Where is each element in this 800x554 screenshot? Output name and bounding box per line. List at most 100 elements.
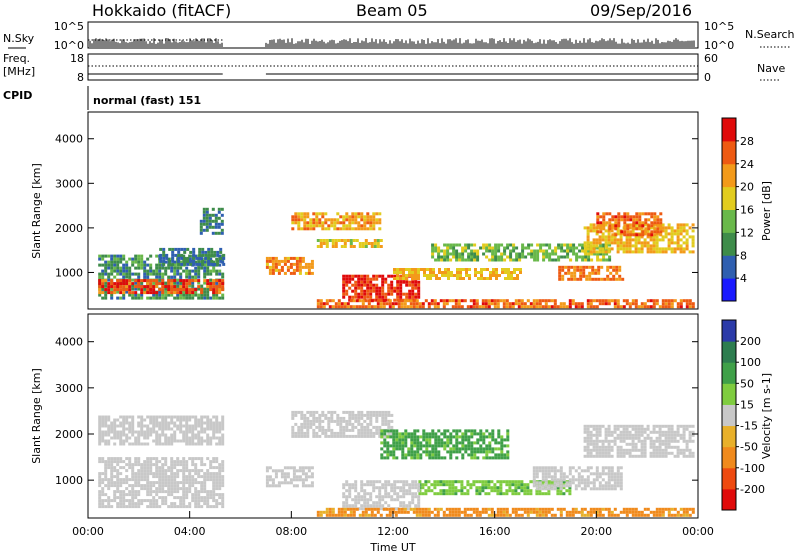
velocity-cell xyxy=(170,490,174,494)
velocity-cell xyxy=(664,430,668,434)
power-cell xyxy=(321,227,325,231)
power-cell xyxy=(561,265,565,269)
velocity-cell xyxy=(354,501,358,505)
power-cell xyxy=(541,299,545,303)
power-cell xyxy=(595,250,599,254)
velocity-cell xyxy=(194,502,198,506)
velocity-cell xyxy=(319,513,323,517)
y-tick-label: 3000 xyxy=(55,177,83,190)
power-cell xyxy=(470,255,474,259)
power-cell xyxy=(612,268,616,272)
velocity-cell xyxy=(137,481,141,485)
power-cell xyxy=(306,221,310,225)
velocity-cell xyxy=(185,505,189,509)
velocity-cell xyxy=(401,435,405,439)
power-cell xyxy=(393,274,397,278)
velocity-cell xyxy=(532,510,536,514)
power-cell xyxy=(104,284,108,288)
velocity-cell xyxy=(131,463,135,467)
power-cell xyxy=(652,250,656,254)
velocity-cell xyxy=(143,475,147,479)
power-cell xyxy=(411,268,414,271)
power-cell xyxy=(192,256,196,260)
power-cell xyxy=(598,238,602,242)
power-cell xyxy=(653,215,657,219)
power-cell xyxy=(370,245,374,248)
velocity-cell xyxy=(589,436,593,440)
velocity-cell xyxy=(390,413,394,417)
velocity-cell xyxy=(616,451,620,455)
power-cell xyxy=(613,305,617,309)
power-cell xyxy=(185,293,189,297)
power-cell xyxy=(119,272,123,276)
velocity-cell xyxy=(634,510,638,514)
power-cell xyxy=(207,247,211,251)
power-cell xyxy=(280,265,284,269)
velocity-cell xyxy=(586,454,590,458)
power-cell xyxy=(375,277,379,281)
power-cell xyxy=(134,257,138,261)
power-cell xyxy=(604,302,608,306)
velocity-cell xyxy=(194,466,198,470)
velocity-cell xyxy=(586,436,590,440)
velocity-cell xyxy=(688,448,692,452)
velocity-cell xyxy=(340,513,344,517)
power-cell xyxy=(177,247,181,251)
velocity-cell xyxy=(550,469,554,473)
colorbar-tick-label: -50 xyxy=(740,441,758,454)
velocity-cell xyxy=(404,429,408,433)
power-cell xyxy=(393,268,396,271)
power-cell xyxy=(526,299,530,303)
power-cell xyxy=(649,305,653,309)
velocity-cell xyxy=(116,478,120,482)
power-cell xyxy=(215,279,219,283)
velocity-cell xyxy=(366,431,370,435)
power-cell xyxy=(590,258,594,262)
velocity-cell xyxy=(661,433,665,437)
velocity-cell xyxy=(421,510,425,514)
power-cell xyxy=(382,302,386,306)
velocity-cell xyxy=(131,472,135,476)
velocity-cell xyxy=(580,478,584,482)
velocity-cell xyxy=(640,442,644,446)
velocity-cell xyxy=(325,510,329,514)
power-cell xyxy=(143,285,147,289)
velocity-cell xyxy=(568,469,572,473)
power-cell xyxy=(396,271,399,274)
power-cell xyxy=(381,274,385,278)
velocity-cell xyxy=(491,447,495,451)
power-cell xyxy=(643,244,647,248)
power-cell xyxy=(167,257,171,261)
velocity-cell xyxy=(294,413,298,417)
velocity-cell xyxy=(188,502,192,506)
velocity-cell xyxy=(391,507,395,511)
power-cell xyxy=(101,254,105,258)
velocity-cell xyxy=(297,425,301,429)
velocity-cell xyxy=(206,415,210,419)
velocity-cell xyxy=(502,492,506,496)
power-cell xyxy=(345,289,349,293)
velocity-cell xyxy=(448,507,452,511)
velocity-cell xyxy=(303,431,307,435)
power-cell xyxy=(676,232,680,236)
velocity-cell xyxy=(455,438,459,442)
power-cell xyxy=(218,291,222,295)
velocity-cell xyxy=(298,466,302,470)
velocity-cell xyxy=(312,413,316,417)
power-cell xyxy=(607,302,611,306)
velocity-cell xyxy=(203,421,207,425)
velocity-cell xyxy=(119,466,123,470)
velocity-cell xyxy=(610,487,614,491)
power-cell xyxy=(640,235,644,239)
power-cell xyxy=(188,257,192,261)
velocity-cell xyxy=(544,487,548,491)
velocity-cell xyxy=(170,487,174,491)
power-cell xyxy=(518,258,522,262)
velocity-cell xyxy=(149,469,153,473)
velocity-cell xyxy=(318,419,322,423)
power-cell xyxy=(206,282,210,286)
velocity-cell xyxy=(381,483,385,487)
velocity-cell xyxy=(449,438,453,442)
power-cell xyxy=(411,274,414,277)
nsearch-label: N.Search xyxy=(745,28,795,41)
